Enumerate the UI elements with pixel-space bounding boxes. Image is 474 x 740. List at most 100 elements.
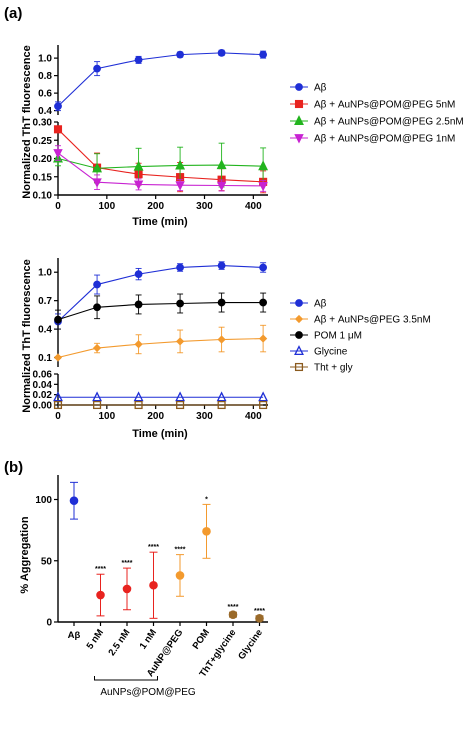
x-tick-label: 0 [55, 201, 61, 212]
series-line [57, 265, 264, 322]
series-line [57, 157, 264, 169]
series-line [57, 52, 264, 107]
data-point [176, 400, 185, 410]
group-label: AuNPs@POM@PEG [100, 687, 196, 698]
data-point [217, 335, 226, 344]
data-point [133, 391, 144, 402]
significance-label: **** [175, 547, 186, 554]
axes: 0.4 0.6 0.8 1.0 0.10 0.15 0.20 0.25 0.30 0 100 200 3… [33, 45, 268, 212]
data-point [176, 299, 184, 308]
x-tick-label: 200 [147, 411, 164, 422]
data-point [53, 149, 63, 159]
data-point [92, 178, 102, 188]
x-tick-label: 2.5 nM [106, 627, 132, 658]
data-point [53, 400, 63, 410]
y-tick-label: 0.7 [38, 296, 52, 307]
significance-label: **** [254, 608, 265, 615]
legend-marker [294, 115, 304, 126]
legend-entry: POM 1 μM [314, 331, 362, 342]
data-point [175, 159, 186, 170]
data-point [259, 334, 268, 343]
significance-label: **** [228, 604, 239, 611]
data-point [259, 50, 268, 59]
legend-entry: Aβ [314, 299, 327, 310]
legend-entry: Aβ + AuNPs@PEG 3.5nM [314, 315, 431, 326]
data-point [217, 400, 226, 410]
significance-label: **** [148, 544, 159, 551]
y-tick-label: 0 [46, 618, 52, 629]
data-point [54, 102, 62, 111]
legend-entry: Aβ + AuNPs@POM@PEG 5nM [314, 100, 455, 111]
data-point [176, 263, 184, 272]
x-tick-label: 300 [196, 411, 213, 422]
data-point [217, 48, 226, 57]
data-point [53, 125, 63, 134]
chart-a-bottom: 0.1 0.4 0.7 1.0 0.000.020.040.06 0 100 200 300 40… [21, 258, 431, 440]
y-tick-label: 0.30 [33, 118, 53, 129]
data-point [228, 610, 238, 619]
y-tick-label: 0.10 [33, 191, 53, 202]
legend-marker [294, 134, 304, 144]
legend-entry: Tht + gly [314, 363, 353, 374]
data-point [216, 159, 227, 170]
x-tick-label: 400 [245, 201, 262, 212]
significance-label: **** [95, 566, 106, 573]
data-point [259, 400, 268, 410]
y-tick-label: 0.00 [33, 401, 53, 412]
data-point [133, 160, 144, 171]
significance-label: **** [122, 560, 133, 567]
y-tick-label: 0.20 [33, 154, 53, 165]
x-tick-label: Aβ [68, 630, 81, 641]
x-tick-label: 400 [245, 411, 262, 422]
data-point [93, 303, 101, 312]
panel-label-a: (a) [4, 5, 22, 22]
y-tick-label: 0.02 [33, 390, 53, 401]
data-point [93, 400, 102, 410]
data-point [217, 261, 226, 270]
legend-marker [295, 299, 303, 307]
y-tick-label: 1.0 [38, 268, 52, 279]
y-tick-label: 0.4 [38, 106, 52, 117]
data-point [134, 400, 143, 410]
data-point [134, 270, 143, 279]
data-point [259, 298, 268, 307]
axes: 0.1 0.4 0.7 1.0 0.000.020.040.06 0 100 200 300 40… [33, 258, 268, 422]
legend-entry: Aβ [314, 83, 327, 94]
group-bracket: AuNPs@POM@PEG [94, 676, 196, 698]
series-marks [53, 48, 269, 194]
data-point [69, 496, 79, 506]
x-tick-label: Glycine [236, 627, 265, 661]
chart-a-top: 0.4 0.6 0.8 1.0 0.10 0.15 0.20 0.25 0.30 0 100 200 3… [21, 45, 464, 228]
data-point [134, 300, 143, 309]
y-tick-label: 0.1 [38, 353, 52, 364]
data-point [258, 391, 269, 402]
data-point [92, 343, 102, 353]
y-axis-label: Normalized ThT fluorescence [21, 259, 33, 412]
data-point [134, 340, 143, 349]
y-tick-label: 0.04 [33, 380, 53, 391]
x-tick-label: 100 [98, 201, 115, 212]
data-point [93, 280, 101, 289]
series-marks [53, 261, 269, 410]
series-line [57, 152, 264, 187]
y-tick-label: 0.06 [33, 370, 53, 381]
data-point [92, 162, 103, 173]
data-point [259, 263, 268, 272]
data-point [176, 50, 184, 59]
legend: Aβ Aβ + AuNPs@POM@PEG 5nM Aβ + AuNPs@POM@P… [290, 83, 464, 145]
x-tick-label: 0 [55, 411, 61, 422]
data-point [92, 391, 103, 402]
y-tick-label: 0.4 [38, 325, 52, 336]
data-point [175, 391, 186, 402]
x-tick-label: 5 nM [85, 627, 106, 651]
legend-marker [295, 331, 303, 339]
legend-marker [294, 345, 304, 356]
legend-marker [294, 314, 304, 324]
x-tick-label: 1 nM [138, 627, 159, 651]
legend-marker [294, 99, 304, 109]
y-tick-label: 0.8 [38, 71, 52, 82]
data-point [149, 580, 158, 590]
